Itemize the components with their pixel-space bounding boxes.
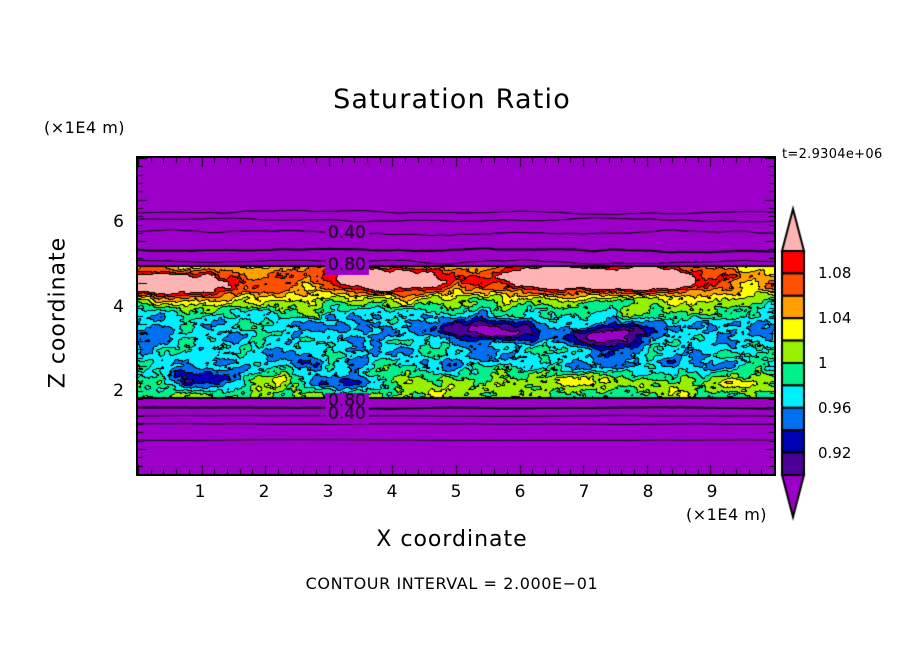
colorbar-tick-label: 1.04 xyxy=(818,309,852,328)
y-tick-label: 2 xyxy=(113,380,124,401)
timestamp-annotation: t=2.9304e+06 xyxy=(782,147,883,162)
x-tick-label: 3 xyxy=(322,482,334,502)
page-title: Saturation Ratio xyxy=(333,84,571,115)
y-axis-unit-label: (×1E4 m) xyxy=(44,118,126,137)
colorbar-tick-label: 0.96 xyxy=(818,398,852,417)
x-axis-unit-label: (×1E4 m) xyxy=(686,505,768,524)
colorbar-tick-label: 1.08 xyxy=(818,264,852,283)
x-tick-label: 2 xyxy=(258,482,270,502)
x-tick-label: 5 xyxy=(450,482,462,502)
colorbar-tick-label: 1 xyxy=(818,354,828,372)
y-axis-title: Z coordinate xyxy=(45,236,71,389)
x-axis-title: X coordinate xyxy=(376,527,528,552)
contour-interval-note: CONTOUR INTERVAL = 2.000E−01 xyxy=(305,574,599,593)
x-tick-label: 1 xyxy=(194,482,206,502)
colorbar-tick-label: 0.92 xyxy=(818,443,852,462)
y-tick-label: 6 xyxy=(113,212,124,233)
contour-field-canvas xyxy=(138,158,774,474)
y-tick-label: 4 xyxy=(113,296,124,317)
x-tick-label: 8 xyxy=(642,482,654,502)
colorbar xyxy=(778,203,898,523)
contour-plot-area xyxy=(136,156,776,476)
x-tick-label: 6 xyxy=(514,482,526,502)
x-tick-label: 7 xyxy=(578,482,590,502)
x-tick-label: 9 xyxy=(706,482,718,502)
x-tick-label: 4 xyxy=(386,482,398,502)
